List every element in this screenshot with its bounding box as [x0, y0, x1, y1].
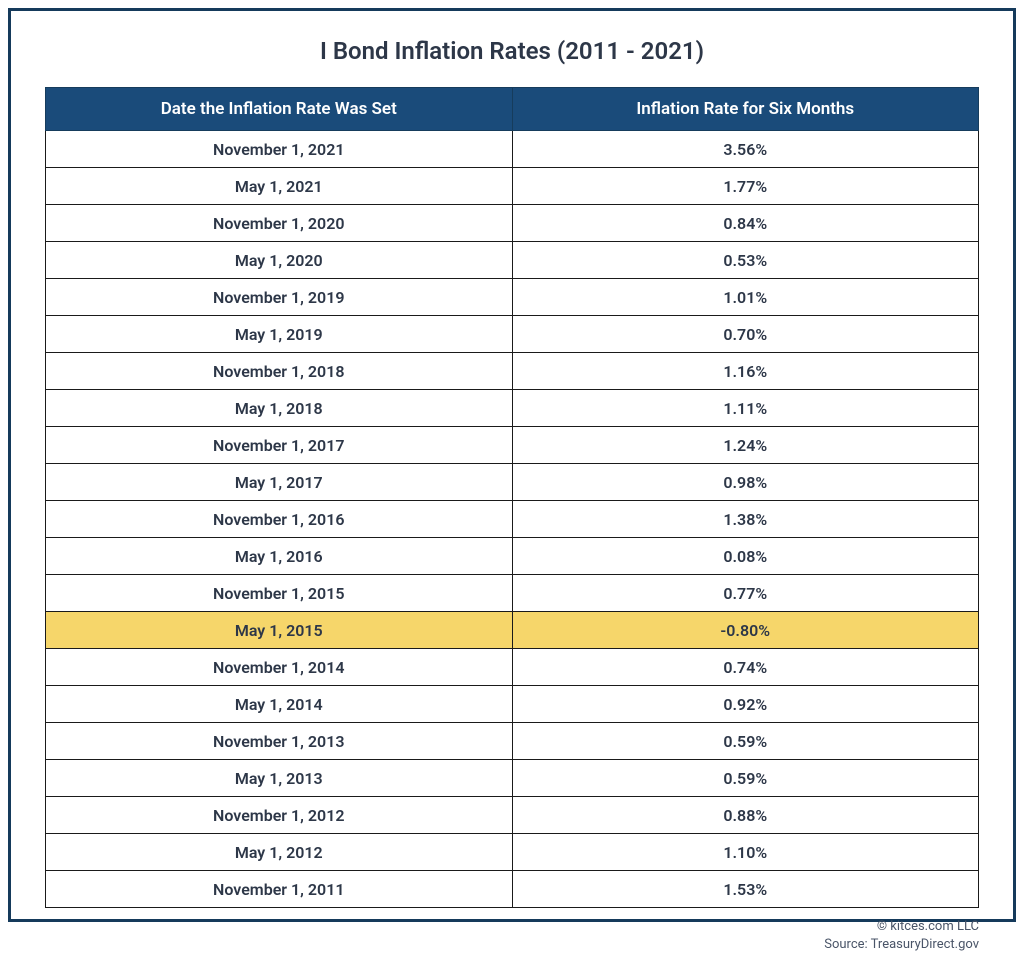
- table-row: May 1, 20190.70%: [46, 316, 979, 353]
- cell-rate: 0.92%: [512, 686, 979, 723]
- table-row: November 1, 20181.16%: [46, 353, 979, 390]
- table-row: May 1, 20211.77%: [46, 168, 979, 205]
- cell-date: May 1, 2013: [46, 760, 513, 797]
- cell-rate: 1.11%: [512, 390, 979, 427]
- table-row: May 1, 20140.92%: [46, 686, 979, 723]
- cell-rate: 0.77%: [512, 575, 979, 612]
- chart-frame: I Bond Inflation Rates (2011 - 2021) Dat…: [8, 8, 1016, 922]
- cell-date: May 1, 2021: [46, 168, 513, 205]
- table-row: November 1, 20200.84%: [46, 205, 979, 242]
- cell-rate: 1.53%: [512, 871, 979, 908]
- cell-rate: -0.80%: [512, 612, 979, 649]
- chart-title: I Bond Inflation Rates (2011 - 2021): [45, 37, 979, 65]
- cell-rate: 0.98%: [512, 464, 979, 501]
- cell-date: May 1, 2020: [46, 242, 513, 279]
- cell-rate: 0.59%: [512, 723, 979, 760]
- table-row: May 1, 20130.59%: [46, 760, 979, 797]
- table-row: May 1, 20200.53%: [46, 242, 979, 279]
- table-row: May 1, 20121.10%: [46, 834, 979, 871]
- table-body: November 1, 20213.56%May 1, 20211.77%Nov…: [46, 131, 979, 908]
- table-row: May 1, 20160.08%: [46, 538, 979, 575]
- cell-rate: 0.84%: [512, 205, 979, 242]
- cell-date: May 1, 2017: [46, 464, 513, 501]
- cell-rate: 0.53%: [512, 242, 979, 279]
- table-row: November 1, 20120.88%: [46, 797, 979, 834]
- cell-rate: 0.70%: [512, 316, 979, 353]
- cell-date: November 1, 2013: [46, 723, 513, 760]
- cell-date: November 1, 2011: [46, 871, 513, 908]
- table-row: May 1, 20170.98%: [46, 464, 979, 501]
- cell-date: May 1, 2016: [46, 538, 513, 575]
- cell-date: November 1, 2019: [46, 279, 513, 316]
- cell-date: November 1, 2014: [46, 649, 513, 686]
- column-header-date: Date the Inflation Rate Was Set: [46, 88, 513, 131]
- table-row: November 1, 20140.74%: [46, 649, 979, 686]
- table-row: November 1, 20161.38%: [46, 501, 979, 538]
- cell-date: November 1, 2016: [46, 501, 513, 538]
- cell-rate: 1.38%: [512, 501, 979, 538]
- table-row: November 1, 20150.77%: [46, 575, 979, 612]
- cell-date: May 1, 2014: [46, 686, 513, 723]
- table-row: November 1, 20191.01%: [46, 279, 979, 316]
- cell-date: November 1, 2018: [46, 353, 513, 390]
- cell-date: May 1, 2015: [46, 612, 513, 649]
- footer-copyright: © kitces.com LLC: [45, 918, 979, 936]
- cell-rate: 1.01%: [512, 279, 979, 316]
- table-row: May 1, 20181.11%: [46, 390, 979, 427]
- table-row: May 1, 2015-0.80%: [46, 612, 979, 649]
- cell-date: November 1, 2015: [46, 575, 513, 612]
- cell-date: November 1, 2021: [46, 131, 513, 168]
- cell-rate: 1.10%: [512, 834, 979, 871]
- cell-date: May 1, 2018: [46, 390, 513, 427]
- table-row: November 1, 20111.53%: [46, 871, 979, 908]
- table-row: November 1, 20130.59%: [46, 723, 979, 760]
- cell-date: November 1, 2020: [46, 205, 513, 242]
- footer-source: Source: TreasuryDirect.gov: [45, 936, 979, 953]
- cell-date: May 1, 2019: [46, 316, 513, 353]
- cell-rate: 1.77%: [512, 168, 979, 205]
- table-header-row: Date the Inflation Rate Was Set Inflatio…: [46, 88, 979, 131]
- column-header-rate: Inflation Rate for Six Months: [512, 88, 979, 131]
- cell-rate: 0.88%: [512, 797, 979, 834]
- cell-rate: 0.08%: [512, 538, 979, 575]
- cell-rate: 1.16%: [512, 353, 979, 390]
- cell-rate: 0.74%: [512, 649, 979, 686]
- cell-date: November 1, 2017: [46, 427, 513, 464]
- table-row: November 1, 20213.56%: [46, 131, 979, 168]
- cell-date: November 1, 2012: [46, 797, 513, 834]
- cell-rate: 3.56%: [512, 131, 979, 168]
- cell-rate: 0.59%: [512, 760, 979, 797]
- cell-date: May 1, 2012: [46, 834, 513, 871]
- rates-table: Date the Inflation Rate Was Set Inflatio…: [45, 87, 979, 908]
- chart-footer: © kitces.com LLC Source: TreasuryDirect.…: [45, 918, 979, 953]
- table-row: November 1, 20171.24%: [46, 427, 979, 464]
- cell-rate: 1.24%: [512, 427, 979, 464]
